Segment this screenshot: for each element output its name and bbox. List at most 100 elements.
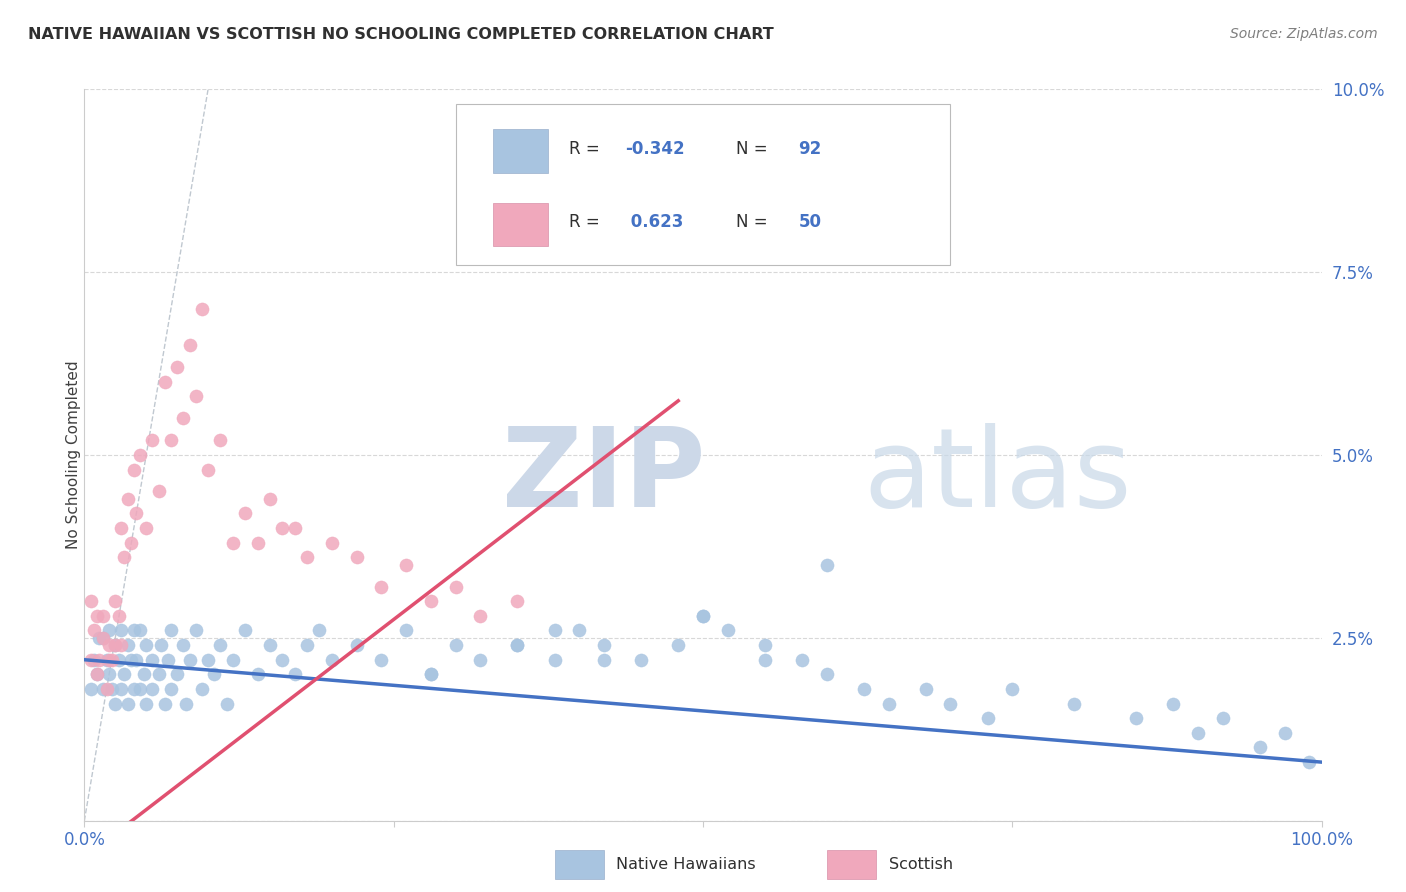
Point <box>259 638 281 652</box>
Text: N =: N = <box>737 213 773 231</box>
Point <box>222 653 245 667</box>
Point <box>543 653 565 667</box>
Point <box>120 535 142 549</box>
Point <box>132 667 155 681</box>
FancyBboxPatch shape <box>554 850 605 880</box>
Point <box>914 681 936 696</box>
Point <box>91 631 114 645</box>
Point <box>346 550 368 565</box>
Point <box>153 697 176 711</box>
Point <box>129 624 152 638</box>
Text: 50: 50 <box>799 213 821 231</box>
Point <box>370 653 392 667</box>
Point <box>852 681 875 696</box>
Point <box>271 521 294 535</box>
Text: Native Hawaiians: Native Hawaiians <box>616 857 756 872</box>
Point <box>104 697 127 711</box>
Point <box>259 491 281 506</box>
Point <box>321 653 343 667</box>
Point <box>160 434 183 448</box>
Point <box>179 338 201 352</box>
Point <box>91 608 114 623</box>
Point <box>233 624 256 638</box>
Point <box>135 638 157 652</box>
Text: atlas: atlas <box>863 424 1132 531</box>
Point <box>110 681 132 696</box>
Point <box>543 624 565 638</box>
Point <box>470 608 492 623</box>
Point <box>172 638 194 652</box>
Point <box>197 462 219 476</box>
Point <box>568 624 591 638</box>
Point <box>98 653 121 667</box>
Point <box>104 638 127 652</box>
Point <box>593 638 616 652</box>
Point <box>110 521 132 535</box>
Point <box>141 653 163 667</box>
Point <box>692 608 714 623</box>
Point <box>506 594 529 608</box>
Point <box>754 638 776 652</box>
Point <box>419 667 441 681</box>
FancyBboxPatch shape <box>492 129 548 173</box>
Point <box>122 624 145 638</box>
Point <box>86 608 108 623</box>
Point <box>1212 711 1234 725</box>
Point <box>89 653 111 667</box>
Point <box>246 535 269 549</box>
Point <box>104 594 127 608</box>
Point <box>96 653 118 667</box>
Point <box>166 360 188 375</box>
Point <box>172 411 194 425</box>
Point <box>295 550 318 565</box>
Point <box>197 653 219 667</box>
FancyBboxPatch shape <box>492 202 548 246</box>
Text: -0.342: -0.342 <box>626 140 685 158</box>
Point <box>308 624 330 638</box>
Point <box>148 484 170 499</box>
Point <box>108 608 131 623</box>
Point <box>100 653 122 667</box>
Point <box>295 638 318 652</box>
Point <box>222 535 245 549</box>
Point <box>79 681 101 696</box>
Point <box>1063 697 1085 711</box>
Point <box>976 711 998 725</box>
Point <box>129 681 152 696</box>
Point <box>666 638 689 652</box>
Point <box>86 667 108 681</box>
Point <box>83 624 105 638</box>
Point <box>284 521 307 535</box>
Point <box>444 580 467 594</box>
Point <box>184 624 207 638</box>
Point <box>129 448 152 462</box>
Point <box>135 697 157 711</box>
Point <box>1249 740 1271 755</box>
Point <box>1125 711 1147 725</box>
Point <box>419 667 441 681</box>
Point <box>125 507 148 521</box>
Text: 0.623: 0.623 <box>626 213 683 231</box>
Point <box>506 638 529 652</box>
Point <box>630 653 652 667</box>
Point <box>98 624 121 638</box>
Point <box>122 681 145 696</box>
Point <box>117 697 139 711</box>
Point <box>444 638 467 652</box>
Point <box>506 638 529 652</box>
Point <box>108 653 131 667</box>
Point <box>100 681 122 696</box>
Point <box>470 653 492 667</box>
Point <box>89 631 111 645</box>
Point <box>790 653 813 667</box>
Point <box>271 653 294 667</box>
Point <box>125 653 148 667</box>
Point <box>96 681 118 696</box>
Point <box>91 631 114 645</box>
Point <box>150 638 173 652</box>
Point <box>160 624 183 638</box>
Point <box>717 624 740 638</box>
Point <box>233 507 256 521</box>
Point <box>184 389 207 403</box>
Text: 92: 92 <box>799 140 821 158</box>
